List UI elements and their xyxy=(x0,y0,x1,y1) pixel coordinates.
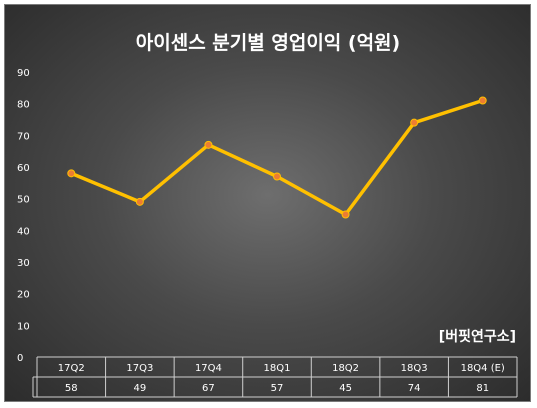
y-tick-label: 90 xyxy=(17,68,30,79)
y-tick-label: 20 xyxy=(17,290,30,301)
x-category-label: 18Q4 (E) xyxy=(461,363,505,374)
y-tick-label: 60 xyxy=(17,163,30,174)
table-value-cell: 58 xyxy=(65,383,78,394)
table-value-cell: 57 xyxy=(271,383,284,394)
line-chart: 아이센스 분기별 영업이익 (억원) 0 10 20 30 40 50 60 70 80 90 1… xyxy=(17,32,518,398)
watermark-label: [버핏연구소] xyxy=(439,328,516,345)
table-value-cell: 45 xyxy=(339,383,352,394)
data-point-marker xyxy=(273,172,281,181)
data-point-marker xyxy=(410,118,419,127)
table-value-cell: 49 xyxy=(133,383,146,394)
table-value-cell: 67 xyxy=(202,383,215,394)
x-category-label: 18Q3 xyxy=(401,363,428,374)
data-point-marker xyxy=(341,210,350,219)
data-point-marker xyxy=(135,197,144,206)
y-tick-label: 70 xyxy=(17,131,30,142)
chart-frame: 아이센스 분기별 영업이익 (억원) 0 10 20 30 40 50 60 70 80 90 1… xyxy=(4,4,531,402)
data-point-marker xyxy=(204,140,213,149)
table-value-cell: 81 xyxy=(476,383,489,394)
y-tick-label: 80 xyxy=(17,100,30,111)
y-tick-label: 40 xyxy=(17,226,30,237)
series-operating-profit xyxy=(67,96,487,219)
data-point-marker xyxy=(478,96,487,105)
chart-title: 아이센스 분기별 영업이익 (억원) xyxy=(136,32,400,54)
x-category-label: 18Q2 xyxy=(332,363,359,374)
y-tick-label: 50 xyxy=(17,195,30,206)
data-point-marker xyxy=(67,169,76,178)
data-table: 17Q2 17Q3 17Q4 18Q1 18Q2 18Q3 18Q4 (E) 58 49 67 57… xyxy=(32,356,518,398)
x-category-label: 17Q3 xyxy=(126,363,153,374)
y-tick-label: 0 xyxy=(17,353,23,364)
y-axis: 0 10 20 30 40 50 60 70 80 90 xyxy=(17,68,30,364)
x-category-label: 17Q2 xyxy=(58,363,85,374)
series-line xyxy=(69,98,485,217)
y-tick-label: 30 xyxy=(17,258,30,269)
y-tick-label: 10 xyxy=(17,321,30,332)
x-category-label: 18Q1 xyxy=(264,363,291,374)
x-category-label: 17Q4 xyxy=(195,363,222,374)
table-value-cell: 74 xyxy=(408,383,421,394)
